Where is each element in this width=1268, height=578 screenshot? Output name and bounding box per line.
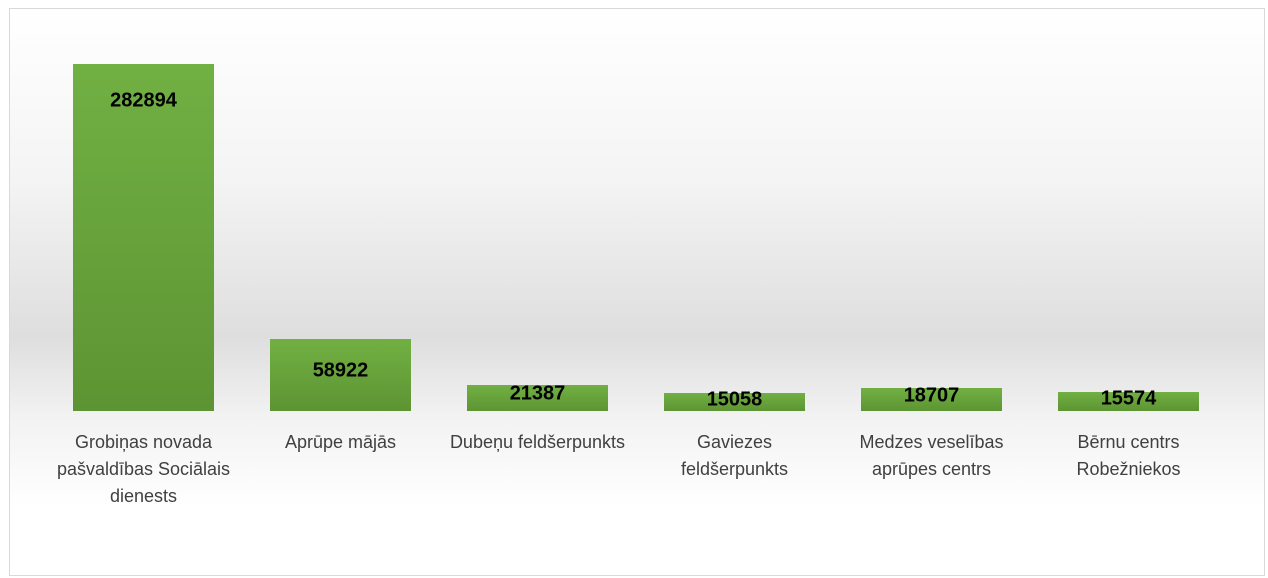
x-tick-label: Aprūpe mājās [284,432,397,452]
bar [1058,391,1199,411]
data-label: 282894 [110,89,177,112]
data-label: 18707 [903,384,960,407]
bar [467,384,608,411]
chart: 282894 Grobiņas novada pašvaldības Sociāl… [9,8,1265,576]
x-tick-label: Dubeņu feldšerpunkts [449,432,626,452]
data-label: 58922 [312,359,369,382]
bar [270,338,411,411]
bar [664,392,805,411]
bar [73,64,214,411]
x-tick-label: Gaviezes feldšerpunkts [680,432,789,479]
data-label: 15058 [706,388,763,411]
data-label: 21387 [509,382,566,405]
x-tick-label: Bērnu centrs Robežniekos [1076,432,1181,479]
x-tick-label: Medzes veselības aprūpes centrs [859,432,1004,479]
data-label: 15574 [1100,387,1157,410]
x-tick-label: Grobiņas novada pašvaldības Sociālais di… [56,432,231,506]
bar [861,388,1002,411]
